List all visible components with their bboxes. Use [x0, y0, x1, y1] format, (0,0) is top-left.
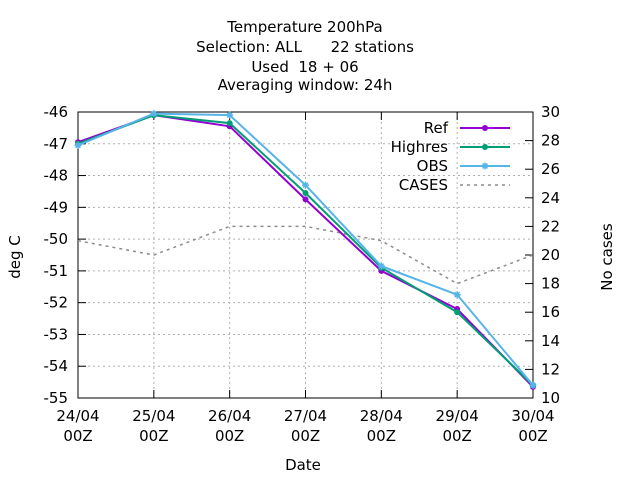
legend-item-cases: CASES: [399, 176, 510, 194]
y-axis-label: deg C: [6, 235, 24, 279]
title-line-4: Averaging window: 24h: [218, 76, 393, 94]
y-axis: -46 -47 -48 -49 -50 -51 -52 -53 -54 -55: [44, 103, 86, 407]
data-point-highres: [454, 309, 461, 316]
x-axis: 24/04 00Z 25/04 00Z 26/04 00Z 27/04 00Z 28/04 00Z…: [56, 112, 555, 445]
series-obs: [74, 110, 537, 389]
x-tick-label: 27/04: [284, 407, 327, 425]
y2-tick-label: 16: [541, 303, 560, 321]
legend-label: Ref: [424, 119, 449, 137]
x-tick-label: 00Z: [215, 427, 244, 445]
x-tick-label: 26/04: [208, 407, 251, 425]
y-tick-label: -47: [44, 135, 69, 153]
legend-item-obs: OBS: [417, 157, 510, 175]
y2-tick-label: 22: [541, 217, 560, 235]
legend-item-ref: Ref: [424, 119, 510, 137]
x-tick-label: 28/04: [360, 407, 403, 425]
y-tick-label: -53: [44, 325, 69, 343]
data-point-obs: [302, 181, 309, 189]
x-tick-label: 00Z: [442, 427, 471, 445]
series-line-cases: [77, 225, 534, 285]
y2-tick-label: 18: [541, 275, 560, 293]
x-tick-label: 00Z: [63, 427, 92, 445]
legend-label: Highres: [391, 138, 449, 156]
y-tick-label: -54: [44, 357, 69, 375]
y2-tick-label: 10: [541, 389, 560, 407]
y2-tick-label: 28: [541, 132, 560, 150]
legend-label: OBS: [417, 157, 448, 175]
x-tick-label: 29/04: [436, 407, 479, 425]
y-tick-label: -52: [44, 294, 69, 312]
y2-tick-label: 20: [541, 246, 560, 264]
series-line-ref: [77, 114, 534, 388]
y-tick-label: -50: [44, 230, 69, 248]
series-line-highres: [77, 114, 534, 387]
y2-tick-label: 26: [541, 160, 560, 178]
legend-marker: [481, 162, 489, 170]
series-line-obs: [77, 112, 534, 386]
data-point-ref: [302, 196, 309, 203]
grid-lines: [78, 111, 533, 399]
data-point-obs: [453, 291, 461, 299]
x-tick-label: 24/04: [56, 407, 99, 425]
legend-marker: [482, 144, 488, 150]
y2-tick-label: 14: [541, 332, 560, 350]
chart-title: Temperature 200hPa Selection: ALL 22 sta…: [196, 18, 414, 94]
data-point-obs: [150, 110, 158, 118]
y-tick-label: -51: [44, 262, 69, 280]
x-tick-label: 00Z: [291, 427, 320, 445]
legend-item-highres: Highres: [391, 138, 510, 156]
title-line-2: Selection: ALL 22 stations: [196, 38, 414, 56]
legend-label: CASES: [399, 176, 448, 194]
data-point-highres: [302, 190, 309, 197]
series-layer: [74, 110, 537, 390]
y2-axis-label: No cases: [598, 223, 616, 291]
x-axis-label: Date: [285, 456, 321, 474]
y2-tick-label: 12: [541, 360, 560, 378]
data-point-obs: [377, 262, 385, 270]
x-tick-label: 00Z: [518, 427, 547, 445]
data-point-obs: [529, 381, 537, 389]
data-point-obs: [226, 111, 234, 119]
series-cases: [77, 225, 534, 285]
x-tick-label: 30/04: [511, 407, 554, 425]
data-point-obs: [74, 141, 82, 149]
y2-axis: 30 28 26 24 22 20 18 16 14 12 10: [525, 103, 560, 407]
y-tick-label: -48: [44, 167, 69, 185]
y-tick-label: -49: [44, 198, 69, 216]
y2-tick-label: 24: [541, 189, 560, 207]
legend-marker: [482, 125, 488, 131]
y-tick-label: -55: [44, 389, 69, 407]
x-tick-label: 25/04: [132, 407, 175, 425]
title-line-3: Used 18 + 06: [251, 58, 358, 76]
plot-frame: [77, 111, 534, 399]
y-tick-label: -46: [44, 103, 69, 121]
y2-tick-label: 30: [541, 103, 560, 121]
x-tick-label: 00Z: [367, 427, 396, 445]
x-tick-label: 00Z: [139, 427, 168, 445]
title-line-1: Temperature 200hPa: [226, 18, 383, 36]
data-point-highres: [226, 120, 233, 127]
